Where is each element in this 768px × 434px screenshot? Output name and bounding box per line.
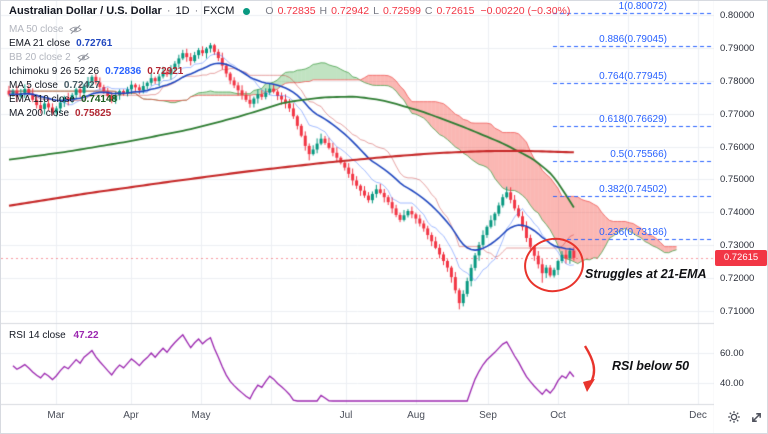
indicator-name: BB 20 close 2 — [9, 51, 71, 63]
month-label: Jul — [339, 410, 353, 421]
rsi-axis-label: 40.00 — [720, 378, 744, 389]
fib-level-label[interactable]: 0.764(0.77945) — [599, 70, 667, 82]
rsi-note-annotation[interactable]: RSI below 50 — [612, 359, 690, 373]
fib-level-label[interactable]: 0.618(0.76629) — [599, 113, 667, 125]
timeframe-label[interactable]: 1D — [175, 5, 190, 17]
high-label: H — [319, 5, 328, 17]
separator: · — [194, 5, 199, 17]
indicator-value: 0.74148 — [80, 93, 118, 105]
price-axis-label: 0.79000 — [720, 42, 755, 54]
price-axis-label: 0.73000 — [720, 240, 755, 252]
last-price-badge: 0.72615 — [715, 249, 767, 266]
ohlc-readout: O 0.72835 H 0.72942 L 0.72599 C 0.72615 −0.0… — [265, 5, 570, 17]
high-value: 0.72942 — [331, 5, 370, 17]
indicator-value: 0.72921 — [147, 65, 184, 77]
rsi-axis-label: 60.00 — [720, 348, 744, 359]
month-label: Apr — [123, 410, 139, 421]
rsi-label[interactable]: RSI 14 close — [9, 330, 66, 341]
month-label: Sep — [479, 410, 497, 421]
symbol-title[interactable]: Australian Dollar / U.S. Dollar — [9, 5, 162, 17]
indicator-name: Ichimoku 9 26 52 26 — [9, 65, 100, 77]
indicator-row[interactable]: Ichimoku 9 26 52 26 0.72836 0.72921 — [9, 64, 183, 78]
fib-level-label[interactable]: 0.886(0.79045) — [599, 34, 667, 46]
price-note-annotation[interactable]: Struggles at 21-EMA — [585, 267, 707, 281]
month-label: Dec — [689, 410, 707, 421]
indicator-value: 0.72836 — [105, 65, 142, 77]
month-label: May — [191, 410, 211, 421]
fib-level-label[interactable]: 0.236(0.73186) — [599, 227, 667, 239]
indicator-name: MA 200 close — [9, 107, 70, 119]
open-label: O — [265, 5, 274, 17]
price-axis-label: 0.75000 — [720, 174, 755, 186]
price-axis-label: 0.77000 — [720, 108, 755, 120]
indicator-name: EMA 21 close — [9, 37, 71, 49]
indicator-row[interactable]: BB 20 close 2 — [9, 50, 183, 64]
price-axis-label: 0.78000 — [720, 75, 755, 87]
indicator-row[interactable]: MA 50 close — [9, 22, 183, 36]
low-value: 0.72599 — [382, 5, 421, 17]
indicator-row[interactable]: MA 200 close 0.75825 — [9, 106, 183, 120]
price-axis[interactable]: 0.72615 0.80000 0.79000 0.78000 0.77000 0.76… — [714, 1, 767, 433]
month-label: Aug — [407, 410, 425, 421]
price-axis-label: 0.74000 — [720, 207, 755, 219]
fib-level-label[interactable]: 0.382(0.74502) — [599, 183, 667, 195]
indicator-row[interactable]: EMA 21 close 0.72761 — [9, 36, 183, 50]
visibility-off-icon[interactable] — [69, 24, 83, 35]
axis-toolbar — [727, 410, 763, 429]
indicator-row[interactable]: MA 5 close 0.72427 — [9, 78, 183, 92]
visibility-off-icon[interactable] — [77, 52, 90, 63]
close-value: 0.72615 — [436, 5, 475, 17]
month-label: Oct — [550, 410, 566, 421]
fib-level-label[interactable]: 0.5(0.75566) — [610, 148, 667, 160]
separator: · — [166, 5, 171, 17]
price-axis-label: 0.76000 — [720, 141, 755, 153]
low-label: L — [373, 5, 379, 17]
open-value: 0.72835 — [277, 5, 316, 17]
maximize-icon[interactable] — [750, 411, 763, 429]
close-label: C — [424, 5, 433, 17]
rsi-value: 47.22 — [73, 330, 99, 341]
change-value: −0.00220 (−0.30%) — [480, 5, 571, 17]
indicator-row[interactable]: EMA 110 close 0.74148 — [9, 92, 183, 106]
indicator-name: MA 5 close — [9, 79, 58, 91]
fib-level-label[interactable]: 1(0.80072) — [618, 1, 667, 12]
time-axis[interactable]: Mar Apr May Jul Aug Sep Oct Dec — [1, 405, 767, 433]
price-axis-label: 0.72000 — [720, 273, 755, 285]
exchange-label: FXCM — [203, 5, 235, 17]
rsi-legend: RSI 14 close 47.22 — [9, 330, 99, 341]
indicator-name: EMA 110 close — [9, 93, 75, 105]
month-label: Mar — [47, 410, 65, 421]
indicator-legend: MA 50 close EMA 21 close 0.72761 BB 20 clos… — [9, 22, 183, 120]
settings-gear-icon[interactable] — [727, 410, 741, 429]
market-status-dot — [243, 7, 251, 15]
chart-header: Australian Dollar / U.S. Dollar · 1D · F… — [9, 5, 570, 17]
indicator-value: 0.75825 — [75, 107, 112, 119]
price-axis-label: 0.71000 — [720, 306, 755, 317]
price-axis-label: 0.80000 — [720, 10, 755, 21]
indicator-value: 0.72761 — [76, 37, 113, 49]
indicator-name: MA 50 close — [9, 23, 64, 35]
indicator-value: 0.72427 — [63, 79, 101, 91]
